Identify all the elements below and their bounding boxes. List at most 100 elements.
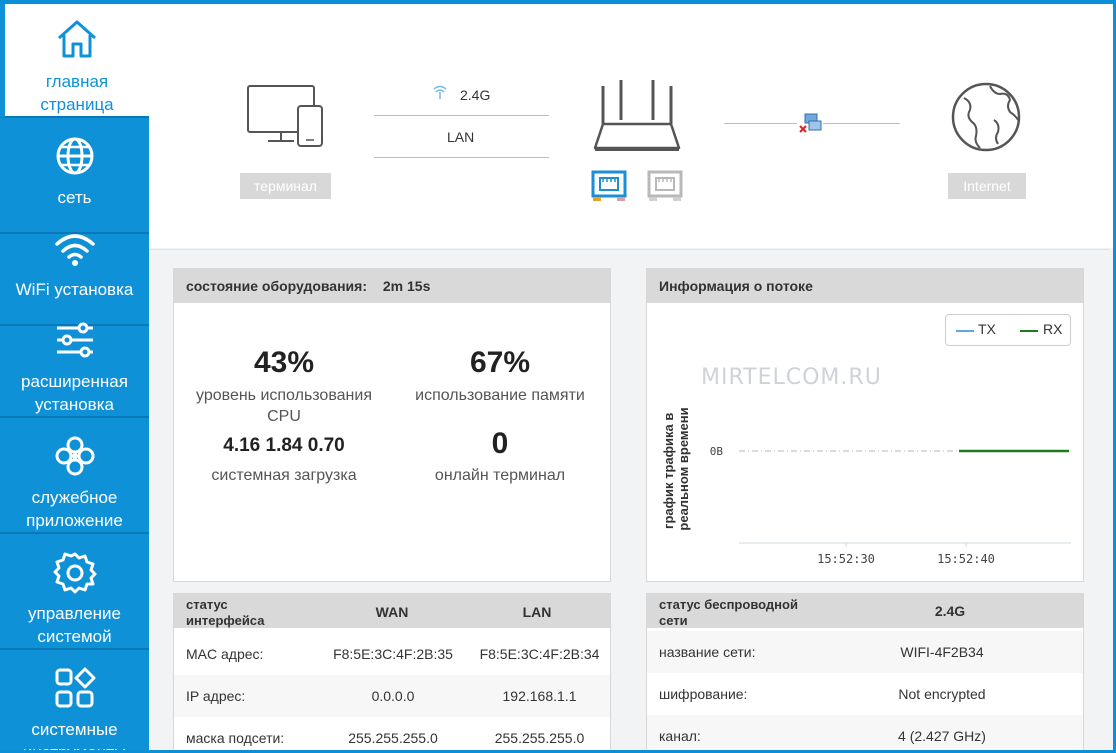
system-load-label: системная загрузка [211, 467, 357, 484]
device-status-title: состояние оборудования: [186, 278, 367, 294]
wireless-status-title: статус беспроводной сети [659, 597, 798, 628]
tools-grid-icon [51, 664, 99, 712]
device-status-header: состояние оборудования: 2m 15s [174, 269, 610, 303]
sidebar-item-system-tools[interactable]: системные инструменты [0, 652, 149, 753]
watermark: MIRTELCOM.RU [701, 365, 882, 390]
system-load-value: 4.16 1.84 0.70 [223, 435, 345, 456]
top-accent-bar [0, 0, 1116, 4]
traffic-chart: график трафика в реальном времени 0B 15:5… [661, 407, 1071, 566]
sidebar-item-system-management[interactable]: управление системой [0, 536, 149, 650]
sidebar-item-label: системные [31, 720, 118, 739]
lan-link-line [374, 157, 549, 158]
table-row: IP адрес: 0.0.0.0 192.168.1.1 [174, 675, 610, 717]
row-label: канал: [647, 715, 840, 753]
lan-mac-value: F8:5E:3C:4F:2B:34 [479, 646, 600, 662]
sidebar-item-advanced[interactable]: расширенная установка [0, 304, 149, 418]
right-accent-bar [1113, 0, 1116, 753]
lan-mask-value: 255.255.255.0 [494, 730, 585, 746]
row-label: шифрование: [659, 686, 748, 702]
wan-column-header: WAN [375, 604, 409, 620]
sidebar-item-label: приложение [26, 511, 123, 530]
wifi-band-label: 2.4G [460, 87, 491, 103]
sidebar-item-home[interactable]: главная страница [0, 4, 149, 118]
sidebar-item-label: инструменты [22, 743, 127, 753]
flower-icon [51, 432, 99, 480]
wifi-link-line [374, 115, 549, 116]
wan-mac-value: F8:5E:3C:4F:2B:35 [333, 646, 453, 662]
sidebar-item-label: установка [34, 395, 114, 414]
row-label: MAC адрес: [186, 646, 264, 662]
topology-divider [149, 249, 1109, 250]
online-terminal-value: 0 [491, 427, 509, 460]
internet-button[interactable]: Internet [948, 173, 1026, 199]
lan-column-header: LAN [522, 604, 552, 620]
table-row: маска подсети: 255.255.255.0 255.255.255… [174, 717, 610, 753]
sidebar-item-network[interactable]: сеть [0, 120, 149, 234]
cpu-usage-value: 43% [253, 346, 315, 379]
wan-mask-value: 255.255.255.0 [348, 730, 438, 746]
chart-ylabel: реальном времени [676, 407, 691, 530]
sidebar-item-label: управление [28, 604, 121, 623]
wireless-status-header: статус беспроводной сети 2.4G [647, 594, 1083, 628]
chart-legend: TX RX [945, 314, 1071, 346]
sidebar-item-label: WiFi установка [15, 280, 134, 299]
sidebar-item-label: сеть [57, 188, 92, 207]
interface-status-header: статус интерфейса WAN LAN [174, 594, 610, 628]
gear-icon [51, 548, 99, 596]
row-label: IP адрес: [174, 675, 317, 717]
table-row: шифрование: Not encrypted [647, 673, 1083, 715]
table-row: канал: 4 (2.427 GHz) [647, 715, 1083, 753]
terminal-button[interactable]: терминал [240, 173, 331, 199]
legend-tx-swatch [956, 330, 974, 332]
terminal-devices-icon [246, 84, 330, 150]
sidebar-item-label: системой [37, 627, 112, 646]
interface-table: MAC адрес: F8:5E:3C:4F:2B:35 F8:5E:3C:4F… [174, 633, 610, 753]
wireless-table: название сети: WIFI-4F2B34 шифрование: N… [647, 631, 1083, 753]
encryption-value: Not encrypted [898, 686, 986, 702]
lan-ip-value: 192.168.1.1 [469, 675, 610, 717]
wan-port-inactive-icon[interactable] [647, 170, 683, 202]
home-icon [53, 16, 101, 64]
memory-usage-value: 67% [469, 346, 531, 379]
network-topology: терминал 2.4G LAN [149, 4, 1113, 248]
row-label: маска подсети: [186, 730, 285, 746]
bottom-accent-bar [0, 750, 1116, 753]
wifi-signal-icon [431, 84, 449, 100]
memory-usage-label: использование памяти [415, 387, 585, 404]
channel-value: 4 (2.427 GHz) [840, 715, 1083, 753]
internet-globe-icon [950, 80, 1022, 154]
chart-ylabel: график трафика в [661, 413, 676, 529]
sidebar: главная страница сеть WiFi установка рас… [0, 4, 149, 753]
wan-ip-value: 0.0.0.0 [317, 675, 469, 717]
uptime-value: 2m 15s [382, 278, 431, 294]
legend-tx-label: TX [978, 321, 996, 337]
wifi-icon [51, 224, 99, 272]
row-label: название сети: [647, 631, 840, 673]
y-tick-label: 0B [710, 445, 724, 458]
lan-label: LAN [447, 129, 475, 145]
sidebar-item-services[interactable]: служебное приложение [0, 420, 149, 534]
sidebar-item-label: главная [45, 72, 109, 91]
traffic-header: Информация о потоке [647, 269, 1083, 303]
lan-port-active-icon[interactable] [591, 170, 627, 202]
table-row: MAC адрес: F8:5E:3C:4F:2B:35 F8:5E:3C:4F… [174, 633, 610, 675]
legend-rx-label: RX [1043, 321, 1063, 337]
sidebar-item-label: служебное [31, 488, 118, 507]
online-terminal-label: онлайн терминал [434, 467, 566, 484]
device-status-panel: состояние оборудования: 2m 15s 43% урове… [173, 268, 611, 582]
x-tick-label: 15:52:30 [817, 552, 875, 566]
router-icon [591, 78, 683, 158]
disconnected-network-icon [797, 112, 823, 136]
globe-icon [51, 132, 99, 180]
sidebar-item-wifi[interactable]: WiFi установка [0, 212, 149, 326]
interface-status-title: статус интерфейса [186, 597, 265, 628]
wireless-status-panel: статус беспроводной сети 2.4G название се… [646, 593, 1084, 753]
sidebar-item-label: страница [40, 95, 114, 114]
cpu-usage-label: уровень использования CPU [196, 387, 372, 425]
ssid-value: WIFI-4F2B34 [840, 631, 1083, 673]
sliders-icon [51, 316, 99, 364]
legend-rx-swatch [1020, 330, 1038, 332]
x-tick-label: 15:52:40 [937, 552, 995, 566]
band-column-header: 2.4G [934, 603, 966, 619]
sidebar-item-label: расширенная [21, 372, 128, 391]
